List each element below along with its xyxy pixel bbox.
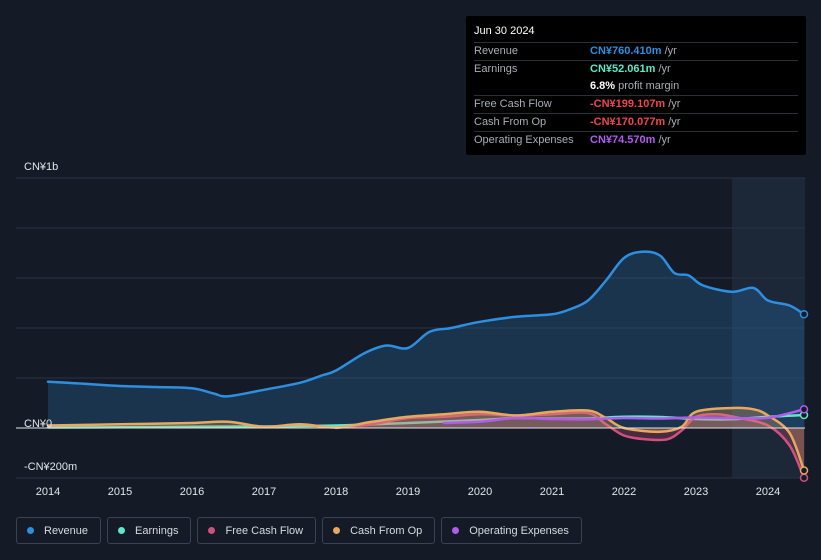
legend-dot-icon: [452, 527, 460, 534]
legend-item-free-cash-flow[interactable]: Free Cash Flow: [197, 517, 317, 544]
series-line-operating-expenses: [442, 408, 806, 425]
tooltip-row-value: CN¥74.570m: [590, 134, 656, 146]
x-tick-label: 2021: [540, 486, 564, 498]
series-end-marker-operating-expenses: [799, 405, 809, 414]
y-axis-label: -CN¥200m: [24, 461, 77, 473]
x-tick-label: 2018: [324, 486, 348, 498]
legend-dot-icon: [333, 527, 341, 534]
tooltip-row: Revenue CN¥760.410m/yr: [474, 42, 798, 60]
x-tick-label: 2020: [468, 486, 492, 498]
tooltip-row-label: Cash From Op: [474, 116, 547, 128]
tooltip-row-label: Earnings: [474, 63, 518, 75]
tooltip-date: Jun 30 2024: [474, 25, 535, 37]
x-tick-label: 2022: [612, 486, 636, 498]
legend-dot-icon: [27, 527, 34, 534]
y-axis-label: CN¥0: [24, 418, 52, 430]
tooltip-row-label: [474, 78, 590, 95]
series-end-marker-free-cash-flow: [799, 473, 809, 482]
tooltip-row-unit: /yr: [668, 116, 681, 128]
series-end-marker-cash-from-op: [799, 466, 809, 475]
tooltip-rows: Revenue CN¥760.410m/yr Earnings CN¥52.061m /…: [474, 42, 798, 149]
tooltip-row-value: CN¥52.061m: [590, 63, 656, 75]
tooltip-row-unit: /yr: [664, 45, 677, 57]
tooltip-row-unit: /yr: [658, 63, 671, 75]
legend-dot-icon: [118, 527, 126, 534]
x-tick-label: 2023: [684, 486, 708, 498]
legend-label: Free Cash Flow: [225, 524, 304, 537]
tooltip-row-label: Free Cash Flow: [474, 98, 552, 110]
series-area-free-cash-flow: [336, 412, 804, 478]
x-tick-label: 2014: [36, 486, 60, 498]
tooltip-row-value: -CN¥199.107m: [590, 98, 666, 110]
legend-item-earnings[interactable]: Earnings: [107, 517, 192, 544]
x-tick-label: 2017: [252, 486, 276, 498]
legend-label: Earnings: [135, 524, 179, 537]
x-tick-label: 2015: [108, 486, 132, 498]
legend: Revenue Earnings Free Cash Flow Cash From O…: [16, 517, 582, 544]
series-layer: [46, 250, 809, 482]
tooltip-row-value: 6.8%: [590, 80, 616, 92]
tooltip-row: 6.8% profit margin: [474, 78, 798, 95]
series-line-cash-from-op: [46, 406, 806, 472]
legend-label: Operating Expenses: [469, 524, 569, 537]
tooltip-row-label: Revenue: [474, 45, 519, 57]
legend-item-revenue[interactable]: Revenue: [16, 517, 102, 544]
tooltip-row: Free Cash Flow -CN¥199.107m/yr: [474, 95, 798, 113]
legend-item-operating-expenses[interactable]: Operating Expenses: [441, 517, 582, 544]
y-axis-label: CN¥1b: [24, 161, 58, 173]
tooltip-row: Operating Expenses CN¥74.570m/yr: [474, 131, 798, 149]
x-tick-label: 2024: [756, 486, 780, 498]
series-area-revenue: [48, 251, 804, 428]
tooltip-row-unit: /yr: [658, 134, 671, 146]
x-tick-label: 2016: [180, 486, 204, 498]
legend-label: Revenue: [44, 524, 89, 537]
tooltip-row: Cash From Op -CN¥170.077m/yr: [474, 113, 798, 131]
tooltip-row: Earnings CN¥52.061m/yr: [474, 60, 798, 78]
series-end-marker-revenue: [799, 310, 809, 319]
tooltip-row-label: Operating Expenses: [474, 134, 574, 146]
series-line-revenue: [46, 250, 806, 398]
legend-label: Cash From Op: [350, 524, 423, 537]
tooltip: Jun 30 2024 Revenue CN¥760.410m/yr Earning…: [466, 16, 806, 155]
tooltip-row-value: CN¥760.410m: [590, 45, 662, 57]
tooltip-row-unit: /yr: [668, 98, 681, 110]
legend-dot-icon: [208, 527, 216, 534]
x-tick-label: 2019: [396, 486, 420, 498]
tooltip-row-value: -CN¥170.077m: [590, 116, 666, 128]
tooltip-row-unit: profit margin: [618, 80, 680, 92]
axis-layer: CN¥1b CN¥0 -CN¥200m 2014 2015 2016 2017 2018 201…: [16, 161, 805, 498]
legend-item-cash-from-op[interactable]: Cash From Op: [322, 517, 436, 544]
